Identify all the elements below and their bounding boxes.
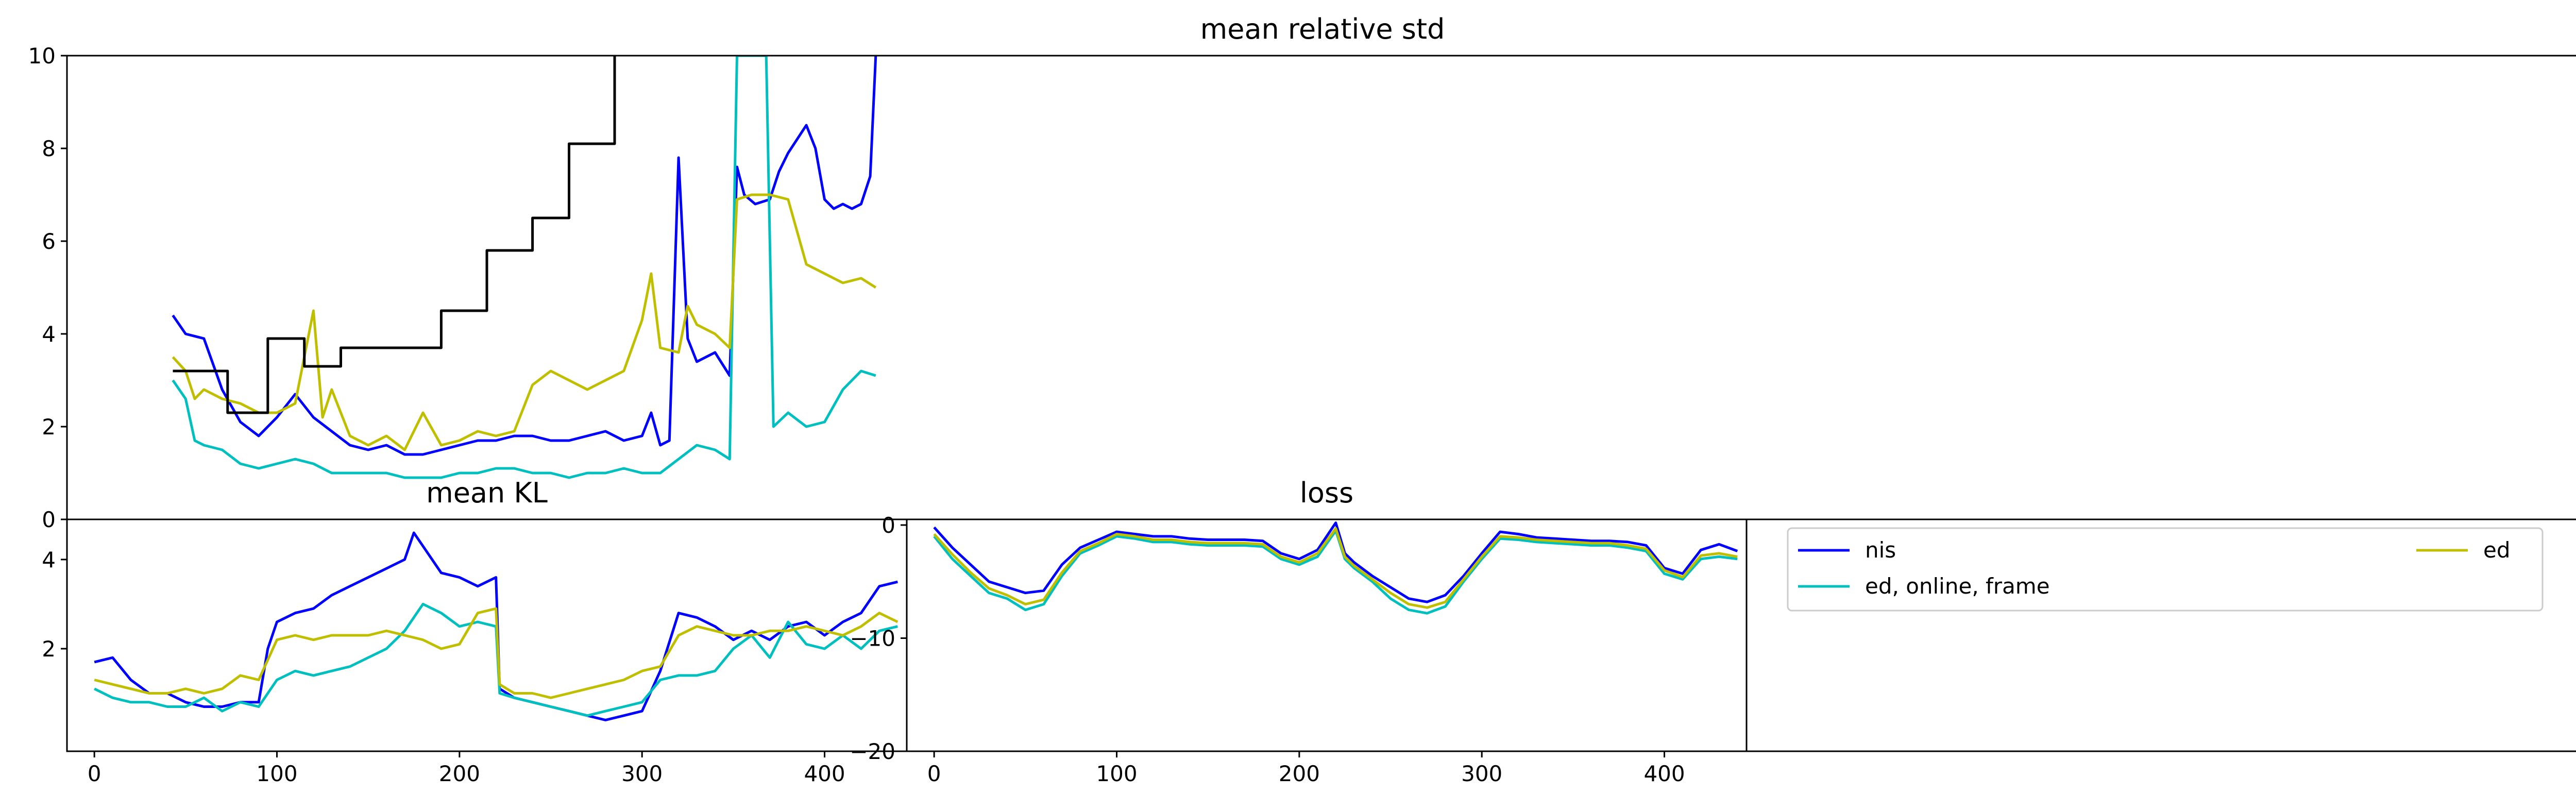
panel-legend-area: nis ed, online, frame ed: [1745, 518, 2576, 752]
series-line-ed-online-frame-mean-relative-std: [172, 56, 876, 479]
plot-lines-mean-relative-std: [172, 56, 877, 479]
x-tick-label: 200: [439, 761, 480, 786]
series-line-ed-mean-relative-std: [172, 193, 877, 451]
y-tick-label: −20: [850, 739, 895, 764]
x-tick-label: 0: [88, 761, 101, 786]
plot-lines-mean-kl: [94, 531, 899, 721]
legend-label-nis: nis: [1865, 537, 1896, 563]
legend-label-ed: ed: [2483, 537, 2511, 563]
series-line-nis-mean-relative-std: [172, 56, 877, 456]
y-tick-label: 8: [42, 136, 56, 161]
x-tick-label: 0: [927, 761, 941, 786]
chart-title-mean-relative-std: mean relative std: [1200, 13, 1445, 45]
x-tick-label: 400: [804, 761, 845, 786]
chart-title-mean-kl: mean KL: [426, 477, 548, 509]
legend-label-ed-online-frame: ed, online, frame: [1865, 573, 2050, 599]
x-tick-label: 100: [1096, 761, 1137, 786]
axes-mean-kl: 2 4 0 100 200 300 400: [42, 547, 845, 786]
series-line-bound-mean-relative-std: [173, 56, 616, 414]
x-tick-label: 300: [621, 761, 663, 786]
x-tick-label: 400: [1643, 761, 1685, 786]
y-tick-label: 6: [42, 229, 56, 254]
x-tick-label: 200: [1279, 761, 1320, 786]
y-tick-label: 2: [42, 636, 56, 662]
y-tick-label: 10: [28, 43, 56, 69]
y-tick-label: −10: [850, 626, 895, 651]
series-line-ed-loss: [933, 527, 1738, 609]
y-tick-label: 0: [42, 507, 56, 532]
chart-title-loss: loss: [1300, 477, 1353, 509]
legend: nis ed, online, frame ed: [1787, 527, 2544, 612]
plot-lines-loss: [933, 521, 1738, 615]
panel-loss: loss 0 −10 −20 0 100 200 300 400: [850, 477, 1748, 786]
y-tick-label: 0: [882, 513, 895, 538]
y-axis-mean-relative-std: 0 2 4 6 8 10: [28, 43, 67, 532]
panel-mean-relative-std: mean relative std 0 2 4 6 8 10: [28, 13, 2576, 532]
axes-frame-loss: [906, 518, 1748, 752]
legend-box: [1787, 527, 2544, 612]
axes-frame-legend: [1745, 518, 2576, 752]
series-line-nis-loss: [933, 521, 1738, 603]
y-tick-label: 4: [42, 322, 56, 347]
y-tick-label: 4: [42, 547, 56, 572]
y-tick-label: 2: [42, 414, 56, 440]
series-line-ed-mean-kl: [94, 607, 899, 699]
panel-mean-kl: mean KL 2 4 0 100 200 300 400: [42, 477, 908, 786]
x-tick-label: 300: [1461, 761, 1502, 786]
x-tick-label: 100: [256, 761, 297, 786]
axes-loss: 0 −10 −20 0 100 200 300 400: [850, 513, 1685, 786]
